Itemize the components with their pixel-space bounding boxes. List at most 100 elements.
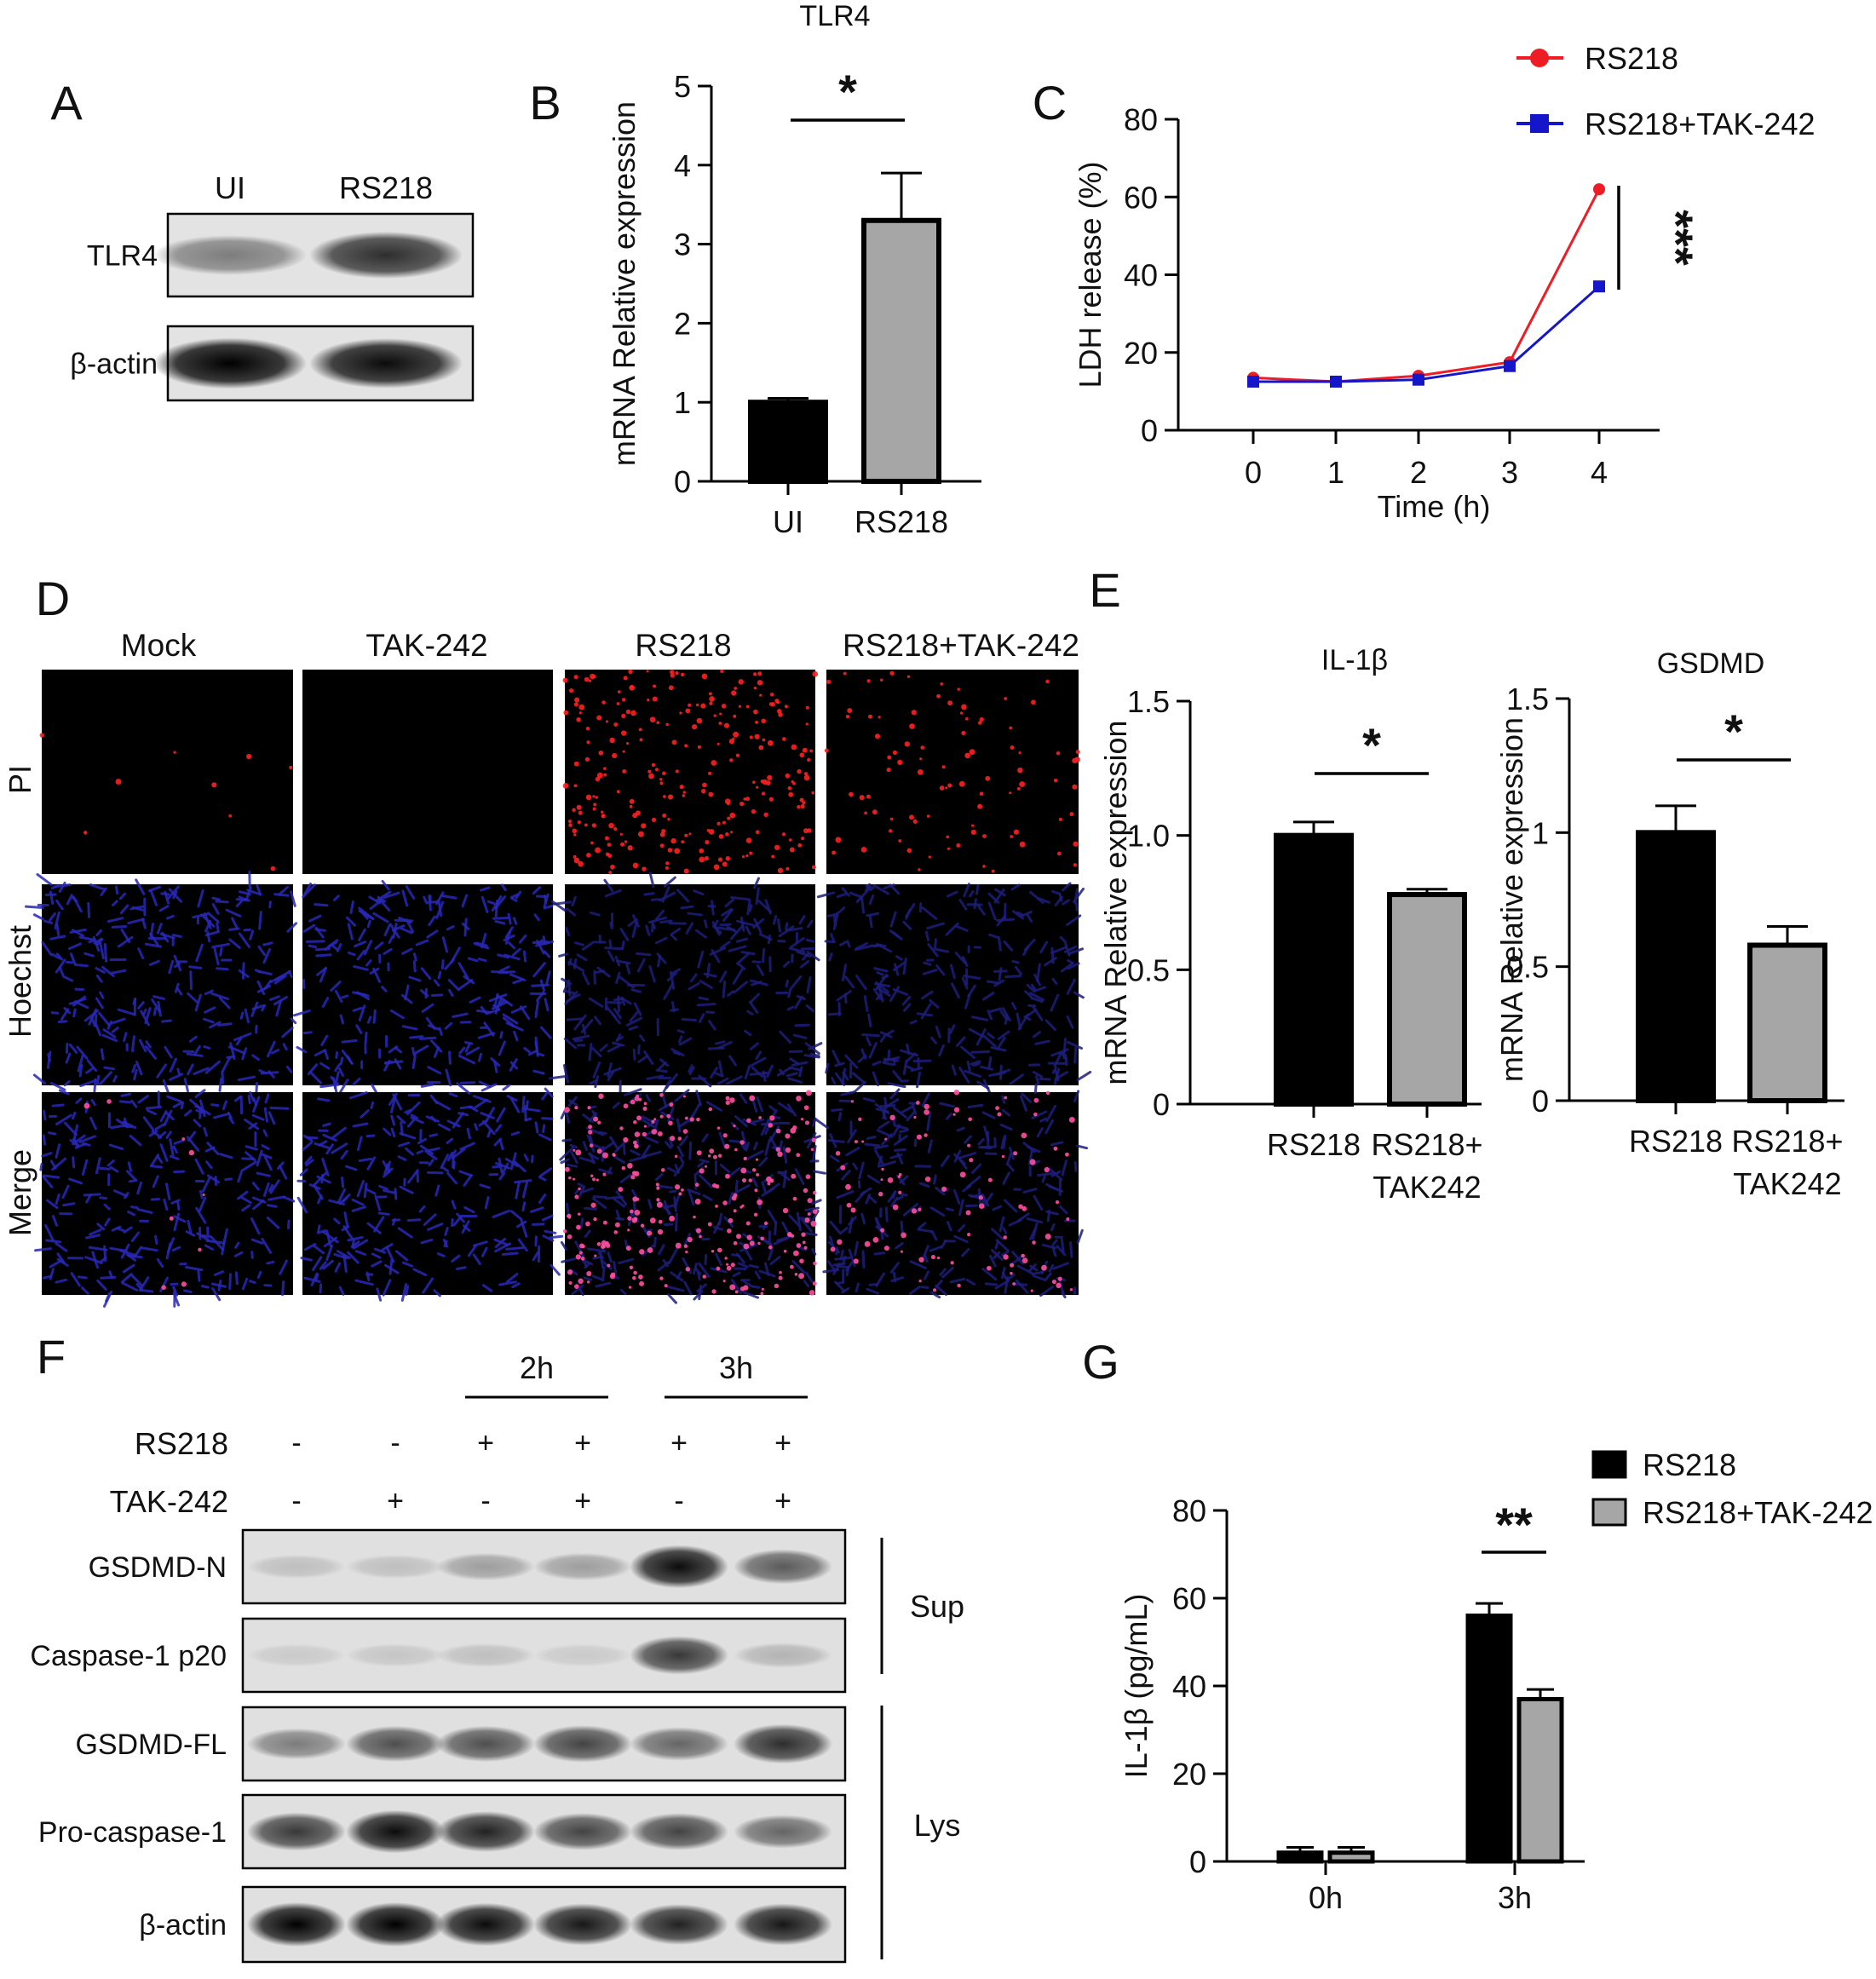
nucleus xyxy=(172,1286,179,1297)
pi-dot xyxy=(810,1221,817,1227)
pi-dot xyxy=(595,847,601,854)
pi-dot xyxy=(767,1182,771,1186)
pi-dot xyxy=(809,749,814,753)
nucleus xyxy=(1044,1119,1054,1135)
nucleus xyxy=(676,1118,682,1133)
blot-a-band xyxy=(309,338,463,388)
nucleus xyxy=(164,1182,171,1201)
nucleus xyxy=(674,1089,690,1102)
pi-dot xyxy=(805,722,809,726)
microscopy-image xyxy=(562,669,819,875)
nucleus xyxy=(383,891,400,899)
nucleus xyxy=(583,1276,593,1281)
pi-dot xyxy=(633,1270,637,1275)
chart-1-legend-marker xyxy=(1530,114,1549,133)
nucleus xyxy=(187,992,199,1004)
pi-dot xyxy=(618,1187,624,1193)
nucleus xyxy=(99,1166,111,1171)
pi-dot xyxy=(801,837,805,841)
nucleus xyxy=(513,1030,519,1042)
pi-dot xyxy=(812,1209,818,1215)
nucleus xyxy=(434,1100,451,1111)
pi-dot xyxy=(920,745,925,750)
nucleus xyxy=(1073,887,1085,903)
pi-dot xyxy=(941,1186,947,1192)
nucleus xyxy=(483,1021,495,1037)
nucleus xyxy=(836,990,852,1002)
nucleus xyxy=(892,961,906,972)
pi-dot xyxy=(1003,1254,1009,1260)
pi-dot xyxy=(634,1096,640,1102)
pi-dot xyxy=(900,1250,903,1253)
chart-3-title: GSDMD xyxy=(1657,647,1765,680)
nucleus xyxy=(509,973,527,981)
nucleus xyxy=(939,1102,955,1108)
nucleus xyxy=(1075,901,1079,912)
pi-dot xyxy=(783,1249,787,1253)
nucleus xyxy=(986,980,1000,985)
nucleus xyxy=(550,1263,561,1276)
pi-dot xyxy=(969,749,975,756)
nucleus xyxy=(676,889,690,903)
nucleus xyxy=(366,919,371,929)
pi-dot xyxy=(717,1153,722,1158)
pi-dot xyxy=(1010,835,1014,838)
chart-4-bar xyxy=(1516,1696,1564,1864)
pi-dot xyxy=(849,791,854,797)
nucleus xyxy=(760,1119,770,1136)
nucleus xyxy=(676,1145,684,1158)
nucleus xyxy=(586,1134,596,1153)
nucleus xyxy=(945,1207,954,1212)
pi-dot xyxy=(628,669,633,675)
pi-dot xyxy=(911,1208,918,1214)
nucleus xyxy=(111,1225,122,1232)
nucleus xyxy=(975,1028,987,1046)
nucleus xyxy=(768,1105,776,1112)
pi-dot xyxy=(688,703,692,707)
nucleus xyxy=(401,1025,418,1031)
pi-dot xyxy=(702,782,707,788)
nucleus xyxy=(152,995,165,1000)
nucleus xyxy=(521,1201,527,1212)
nucleus xyxy=(390,1127,396,1138)
nucleus xyxy=(372,967,382,983)
blot-f-band xyxy=(630,1727,728,1761)
pi-dot xyxy=(1069,812,1074,817)
nucleus xyxy=(789,1066,803,1072)
nucleus xyxy=(522,950,527,963)
nucleus xyxy=(895,1241,904,1250)
nucleus xyxy=(961,956,969,967)
nucleus xyxy=(753,918,762,934)
nucleus xyxy=(249,1280,256,1285)
pi-dot xyxy=(616,702,620,705)
nucleus xyxy=(715,1252,722,1267)
pi-dot xyxy=(785,773,791,779)
nucleus xyxy=(927,1139,933,1153)
pi-dot xyxy=(1010,745,1015,750)
nucleus xyxy=(970,1060,981,1066)
nucleus xyxy=(328,1199,345,1205)
nucleus xyxy=(531,983,550,987)
nucleus xyxy=(366,1156,377,1171)
pi-dot xyxy=(824,748,829,753)
pi-dot xyxy=(601,814,606,819)
nucleus xyxy=(172,1102,183,1108)
nucleus xyxy=(339,1056,344,1066)
nucleus xyxy=(892,931,903,941)
pi-dot xyxy=(661,771,666,776)
nucleus xyxy=(109,1165,119,1173)
pi-dot xyxy=(777,867,784,874)
nucleus xyxy=(217,1022,233,1027)
pi-dot xyxy=(729,812,736,819)
pi-dot xyxy=(642,866,647,872)
nucleus xyxy=(836,1264,849,1269)
pi-dot xyxy=(794,1273,798,1276)
nucleus xyxy=(341,1176,345,1188)
pi-dot xyxy=(769,1115,775,1121)
nucleus xyxy=(630,988,642,993)
nucleus xyxy=(88,1008,97,1026)
microscopy-background xyxy=(826,670,1079,874)
nucleus xyxy=(698,996,710,1001)
pi-dot xyxy=(909,814,914,820)
nucleus xyxy=(1050,993,1060,1012)
